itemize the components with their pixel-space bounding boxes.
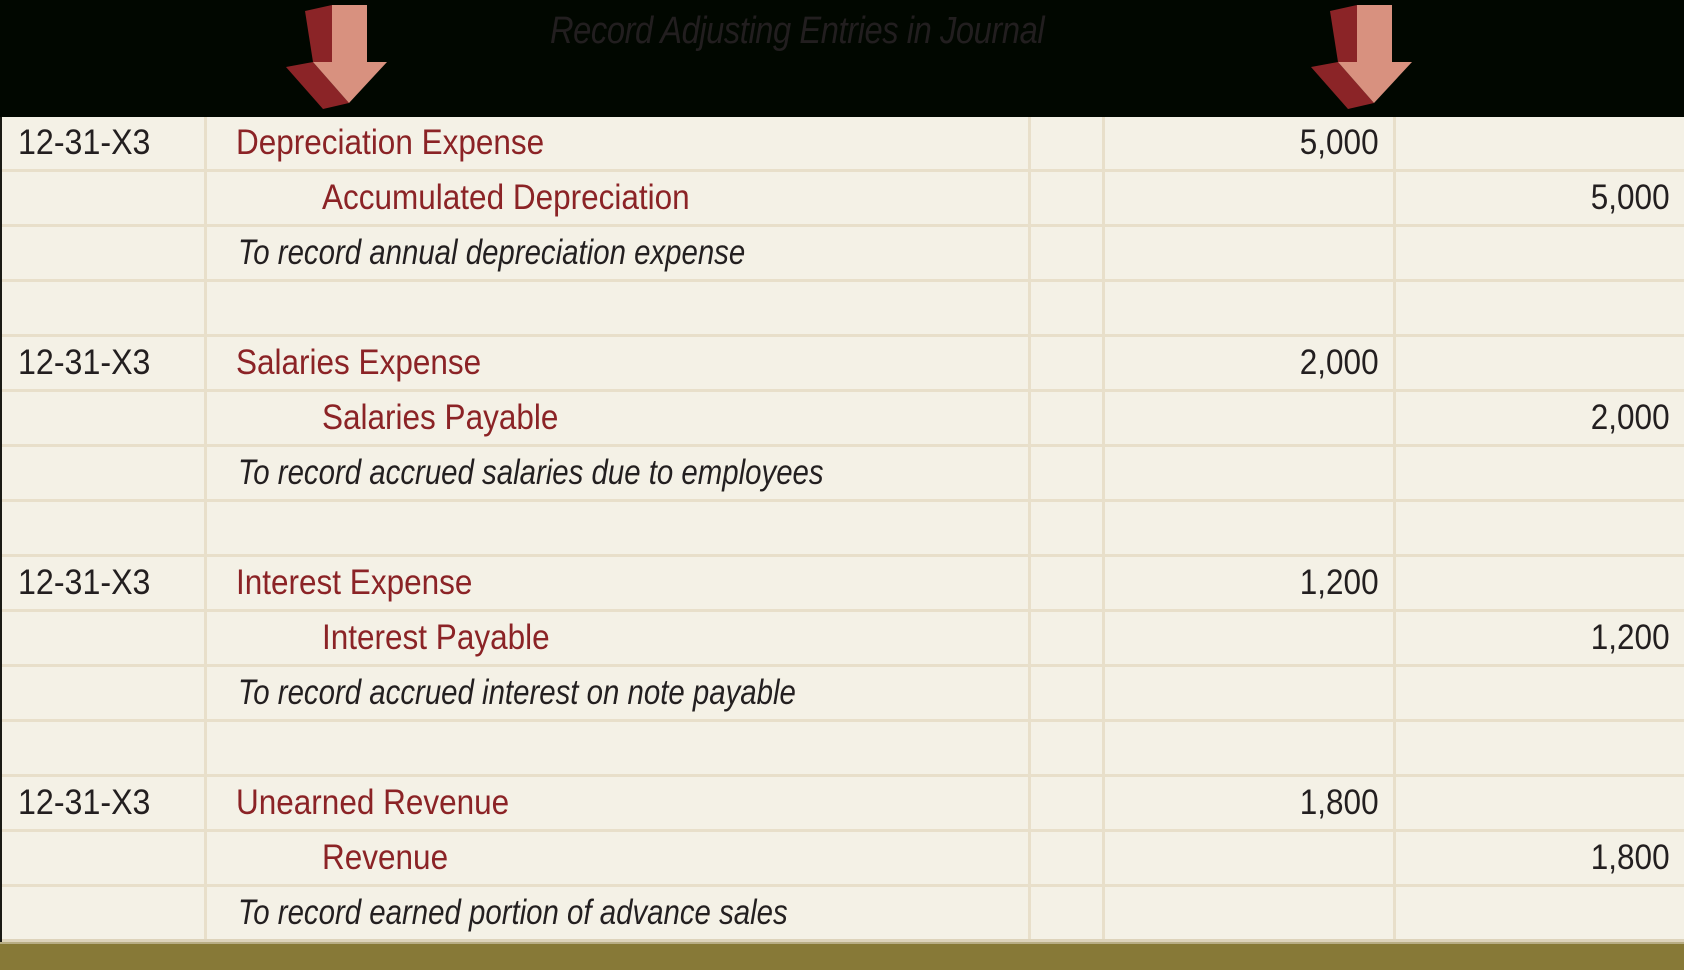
down-arrow-icon: [286, 5, 387, 109]
credit-amount: 1,800: [1591, 838, 1670, 877]
footer-bar: [0, 942, 1684, 970]
spacer-row: [2, 722, 1684, 777]
table-row: To record accrued interest on note payab…: [2, 667, 1684, 722]
table-row: Interest Payable 1,200: [2, 612, 1684, 667]
column-divider: [1102, 117, 1105, 942]
entry-date: 12-31-X3: [18, 343, 151, 382]
debit-amount: 1,800: [1300, 783, 1379, 822]
debit-account: Salaries Expense: [236, 343, 482, 382]
entry-date: 12-31-X3: [18, 123, 151, 162]
table-row: 12-31-X3 Depreciation Expense 5,000: [2, 117, 1684, 172]
debit-amount: 1,200: [1300, 563, 1379, 602]
table-row: 12-31-X3 Unearned Revenue 1,800: [2, 777, 1684, 832]
table-row: Revenue 1,800: [2, 832, 1684, 887]
table-row: Salaries Payable 2,000: [2, 392, 1684, 447]
table-row: Accumulated Depreciation 5,000: [2, 172, 1684, 227]
table-row: 12-31-X3 Interest Expense 1,200: [2, 557, 1684, 612]
entry-memo: To record earned portion of advance sale…: [238, 893, 788, 932]
debit-account: Interest Expense: [236, 563, 473, 602]
entry-date: 12-31-X3: [18, 563, 151, 602]
table-left-border: [0, 117, 2, 942]
header: Record Adjusting Entries in Journal: [0, 0, 1684, 117]
entry-memo: To record accrued salaries due to employ…: [238, 453, 824, 492]
credit-account: Interest Payable: [322, 618, 550, 657]
credit-amount: 2,000: [1591, 398, 1670, 437]
debit-amount: 5,000: [1300, 123, 1379, 162]
credit-amount: 5,000: [1591, 178, 1670, 217]
debit-account: Unearned Revenue: [236, 783, 510, 822]
journal-table: 12-31-X3 Depreciation Expense 5,000 Accu…: [2, 117, 1684, 942]
entry-memo: To record annual depreciation expense: [238, 233, 746, 272]
column-divider: [1028, 117, 1031, 942]
down-arrow-icon: [1311, 5, 1412, 109]
column-divider: [1393, 117, 1396, 942]
debit-amount: 2,000: [1300, 343, 1379, 382]
table-row: To record annual depreciation expense: [2, 227, 1684, 282]
credit-amount: 1,200: [1591, 618, 1670, 657]
spacer-row: [2, 282, 1684, 337]
column-divider: [204, 117, 207, 942]
debit-account: Depreciation Expense: [236, 123, 545, 162]
spacer-row: [2, 502, 1684, 557]
table-row: To record accrued salaries due to employ…: [2, 447, 1684, 502]
credit-account: Salaries Payable: [322, 398, 559, 437]
credit-account: Revenue: [322, 838, 449, 877]
table-row: To record earned portion of advance sale…: [2, 887, 1684, 942]
page-title: Record Adjusting Entries in Journal: [550, 10, 1045, 52]
credit-account: Accumulated Depreciation: [322, 178, 690, 217]
table-row: 12-31-X3 Salaries Expense 2,000: [2, 337, 1684, 392]
entry-date: 12-31-X3: [18, 783, 151, 822]
entry-memo: To record accrued interest on note payab…: [238, 673, 796, 712]
